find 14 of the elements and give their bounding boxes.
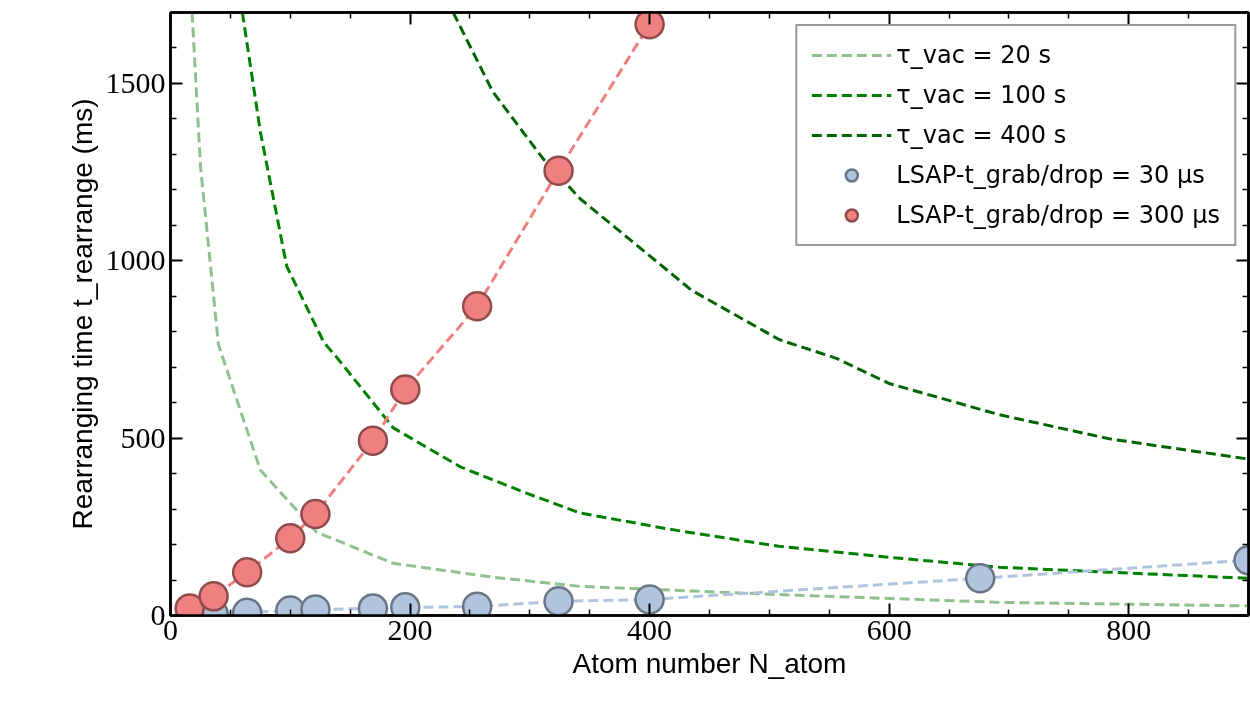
x-tick-label: 600 [866,612,912,646]
x-tick-label: 800 [1106,612,1152,646]
x-tick-label: 200 [387,612,433,646]
y-tick-label: 1000 [105,243,166,277]
legend-label: τ_vac = 100 s [896,80,1067,110]
x-tick-label: 400 [627,612,673,646]
legend-label: τ_vac = 20 s [896,40,1051,70]
x-axis-title: Atom number N_atom [572,647,847,679]
y-axis-title: Rearranging time t_rearrange (ms) [66,98,98,530]
legend-label: τ_vac = 400 s [896,120,1067,150]
legend-label: LSAP-t_grab/drop = 30 μs [896,160,1205,190]
y-tick-label: 500 [120,420,166,454]
y-tick-label: 1500 [105,65,166,99]
legend-label: LSAP-t_grab/drop = 300 μs [896,200,1220,230]
